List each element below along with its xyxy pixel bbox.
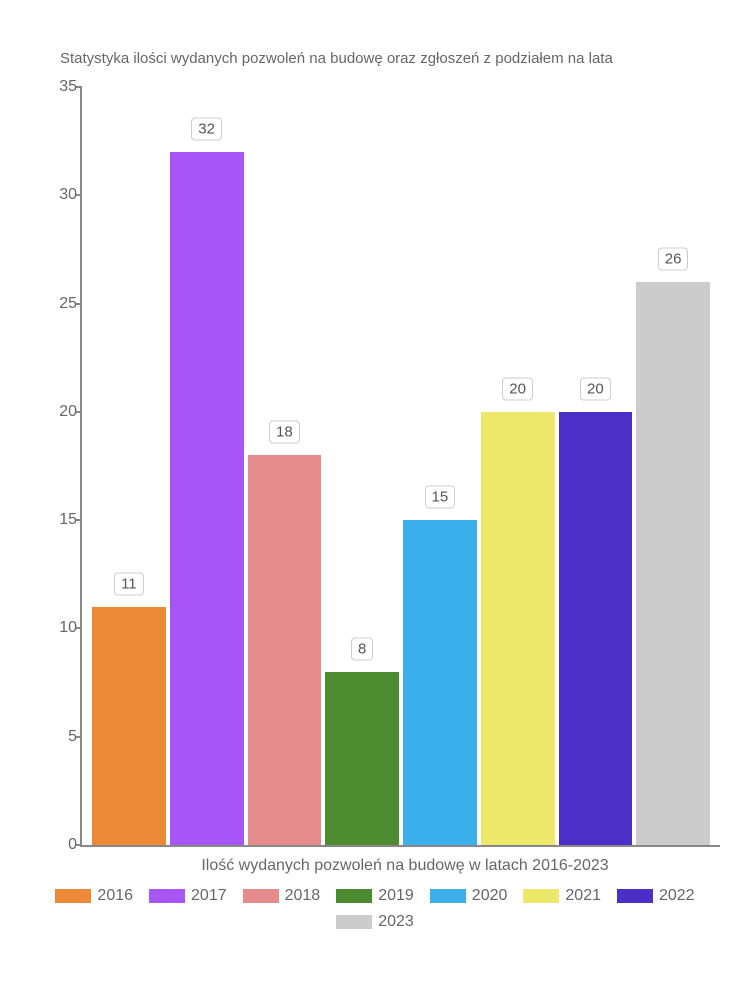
bar-2016: 11 <box>92 87 166 845</box>
legend-swatch <box>336 889 372 903</box>
bar-2022: 20 <box>559 87 633 845</box>
x-axis-label: Ilość wydanych pozwoleń na budowę w lata… <box>80 857 730 875</box>
bar-2019: 8 <box>325 87 399 845</box>
y-tick-label: 10 <box>32 619 77 637</box>
legend-label: 2022 <box>659 887 695 905</box>
legend-swatch <box>523 889 559 903</box>
y-axis-ticks: 05101520253035 <box>32 87 77 845</box>
bar-2023: 26 <box>636 87 710 845</box>
legend-item-2018: 2018 <box>243 887 321 905</box>
bar-value-label: 20 <box>580 377 611 400</box>
legend-label: 2023 <box>378 913 414 931</box>
legend-label: 2019 <box>378 887 414 905</box>
bar-rect <box>248 455 322 845</box>
legend-swatch <box>149 889 185 903</box>
bar-rect <box>559 412 633 845</box>
bar-value-label: 26 <box>658 247 689 270</box>
bar-2020: 15 <box>403 87 477 845</box>
bar-value-label: 15 <box>425 486 456 509</box>
bar-value-label: 32 <box>191 117 222 140</box>
legend-label: 2016 <box>97 887 133 905</box>
bar-value-label: 18 <box>269 421 300 444</box>
legend-swatch <box>617 889 653 903</box>
plot-area: 05101520253035 113218815202026 <box>80 87 720 847</box>
legend-item-2021: 2021 <box>523 887 601 905</box>
y-tick-label: 0 <box>32 836 77 854</box>
y-tick-label: 35 <box>32 78 77 96</box>
chart-legend: 2016 2017 2018 2019 2020 2021 2022 2023 <box>20 887 730 931</box>
bar-rect <box>325 672 399 845</box>
legend-label: 2017 <box>191 887 227 905</box>
legend-swatch <box>430 889 466 903</box>
bar-rect <box>92 607 166 845</box>
y-tick-label: 20 <box>32 403 77 421</box>
bar-value-label: 11 <box>114 572 144 595</box>
y-tick-label: 30 <box>32 186 77 204</box>
bar-value-label: 20 <box>502 377 533 400</box>
legend-item-2019: 2019 <box>336 887 414 905</box>
legend-item-2023: 2023 <box>336 913 414 931</box>
bar-rect <box>481 412 555 845</box>
bar-rect <box>403 520 477 845</box>
legend-item-2016: 2016 <box>55 887 133 905</box>
bar-rect <box>170 152 244 845</box>
bar-rect <box>636 282 710 845</box>
legend-swatch <box>55 889 91 903</box>
legend-swatch <box>243 889 279 903</box>
bar-2017: 32 <box>170 87 244 845</box>
chart-container: Statystyka ilości wydanych pozwoleń na b… <box>0 0 750 1000</box>
bar-2021: 20 <box>481 87 555 845</box>
bar-2018: 18 <box>248 87 322 845</box>
legend-item-2022: 2022 <box>617 887 695 905</box>
y-tick-label: 5 <box>32 728 77 746</box>
legend-label: 2021 <box>565 887 601 905</box>
legend-label: 2018 <box>285 887 321 905</box>
legend-swatch <box>336 915 372 929</box>
bar-value-label: 8 <box>351 637 373 660</box>
legend-label: 2020 <box>472 887 508 905</box>
y-tick-label: 15 <box>32 511 77 529</box>
legend-item-2017: 2017 <box>149 887 227 905</box>
bars-group: 11 32 18 8 15 20 20 26 <box>82 87 720 845</box>
legend-item-2020: 2020 <box>430 887 508 905</box>
chart-title: Statystyka ilości wydanych pozwoleń na b… <box>20 50 730 67</box>
y-tick-label: 25 <box>32 295 77 313</box>
